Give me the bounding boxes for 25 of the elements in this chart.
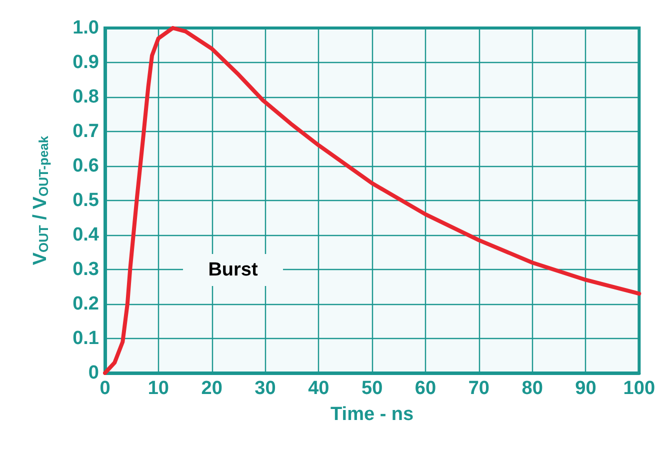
y-tick-label: 0.9 bbox=[72, 52, 99, 73]
y-tick-label: 0.5 bbox=[72, 190, 100, 211]
x-tick-label: 100 bbox=[623, 378, 655, 399]
y-axis-title: VOUT / VOUT-peak bbox=[30, 135, 51, 266]
y-tick-label: 0.1 bbox=[72, 328, 100, 349]
x-tick-label: 70 bbox=[468, 378, 490, 399]
y-tick-label: 0.2 bbox=[72, 294, 99, 314]
x-tick-label: 40 bbox=[308, 378, 330, 399]
x-tick-label: 90 bbox=[575, 378, 596, 399]
x-tick-label: 60 bbox=[414, 378, 436, 399]
y-tick-label: 0.4 bbox=[72, 224, 100, 246]
y-tick-label: 0.3 bbox=[72, 259, 99, 280]
x-tick-label: 20 bbox=[201, 378, 222, 399]
line-series bbox=[103, 26, 642, 375]
y-tick-label: 0.7 bbox=[72, 121, 99, 142]
annotation: Burst bbox=[208, 260, 258, 280]
y-tick-label: 0.6 bbox=[72, 156, 99, 176]
y-tick-label: 0.8 bbox=[72, 86, 99, 108]
y-tick-label: 1.0 bbox=[72, 18, 99, 38]
x-tick-label: 30 bbox=[254, 378, 276, 399]
x-tick-label: 10 bbox=[148, 378, 169, 399]
x-tick-label: 80 bbox=[522, 378, 543, 399]
x-tick-label: 50 bbox=[362, 378, 383, 399]
x-axis-title: Time - ns bbox=[330, 404, 414, 425]
y-tick-label: 0 bbox=[88, 362, 99, 384]
